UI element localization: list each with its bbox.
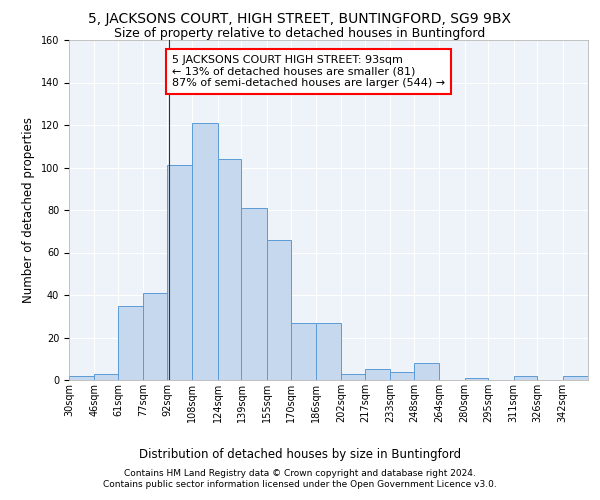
Bar [290, 322, 316, 380]
Text: Distribution of detached houses by size in Buntingford: Distribution of detached houses by size … [139, 448, 461, 461]
Text: 5, JACKSONS COURT, HIGH STREET, BUNTINGFORD, SG9 9BX: 5, JACKSONS COURT, HIGH STREET, BUNTINGF… [89, 12, 511, 26]
Bar [464, 378, 488, 380]
Text: 5 JACKSONS COURT HIGH STREET: 93sqm
← 13% of detached houses are smaller (81)
87: 5 JACKSONS COURT HIGH STREET: 93sqm ← 13… [172, 55, 445, 88]
Bar [241, 208, 267, 380]
Bar [167, 166, 193, 380]
Bar [341, 374, 365, 380]
Text: Size of property relative to detached houses in Buntingford: Size of property relative to detached ho… [115, 28, 485, 40]
Bar [390, 372, 414, 380]
Bar [69, 376, 94, 380]
Bar [316, 322, 341, 380]
Text: Contains public sector information licensed under the Open Government Licence v3: Contains public sector information licen… [103, 480, 497, 489]
Text: Contains HM Land Registry data © Crown copyright and database right 2024.: Contains HM Land Registry data © Crown c… [124, 468, 476, 477]
Bar [193, 123, 218, 380]
Y-axis label: Number of detached properties: Number of detached properties [22, 117, 35, 303]
Bar [563, 376, 588, 380]
Bar [118, 306, 143, 380]
Bar [267, 240, 290, 380]
Bar [514, 376, 538, 380]
Bar [143, 293, 167, 380]
Bar [414, 363, 439, 380]
Bar [218, 159, 241, 380]
Bar [365, 370, 390, 380]
Bar [94, 374, 118, 380]
